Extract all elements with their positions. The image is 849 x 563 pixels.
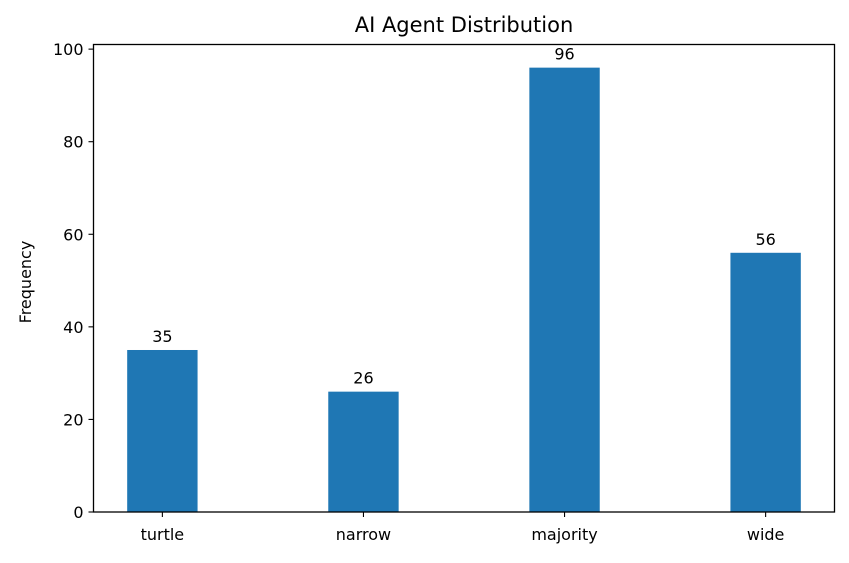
y-tick-label-0: 0 — [73, 503, 83, 522]
y-tick-label-60: 60 — [63, 225, 83, 244]
bar-value-label-majority: 96 — [554, 45, 574, 64]
y-tick-label-20: 20 — [63, 410, 83, 429]
bar-wide — [730, 252, 801, 512]
bar-turtle — [127, 349, 198, 512]
bar-majority — [529, 67, 600, 513]
chart-title: AI Agent Distribution — [355, 13, 574, 37]
y-tick-label-100: 100 — [53, 40, 84, 59]
y-tick-label-40: 40 — [63, 318, 83, 337]
y-axis-label: Frequency — [16, 241, 35, 324]
bar-value-label-turtle: 35 — [152, 327, 172, 346]
x-tick-label-majority: majority — [531, 525, 597, 544]
bar-value-label-narrow: 26 — [353, 369, 373, 388]
bars-group — [127, 67, 801, 513]
x-tick-label-narrow: narrow — [336, 525, 391, 544]
bar-labels-group: 35 26 96 56 — [152, 45, 776, 388]
plot-frame — [92, 43, 836, 513]
bar-value-label-wide: 56 — [755, 230, 775, 249]
y-tick-label-80: 80 — [63, 133, 83, 152]
x-tick-label-wide: wide — [747, 525, 785, 544]
y-axis-ticks: 0 20 40 60 80 100 — [53, 40, 94, 522]
bar-narrow — [328, 391, 399, 512]
x-axis-ticks: turtle narrow majority wide — [141, 512, 785, 544]
x-tick-label-turtle: turtle — [141, 525, 185, 544]
